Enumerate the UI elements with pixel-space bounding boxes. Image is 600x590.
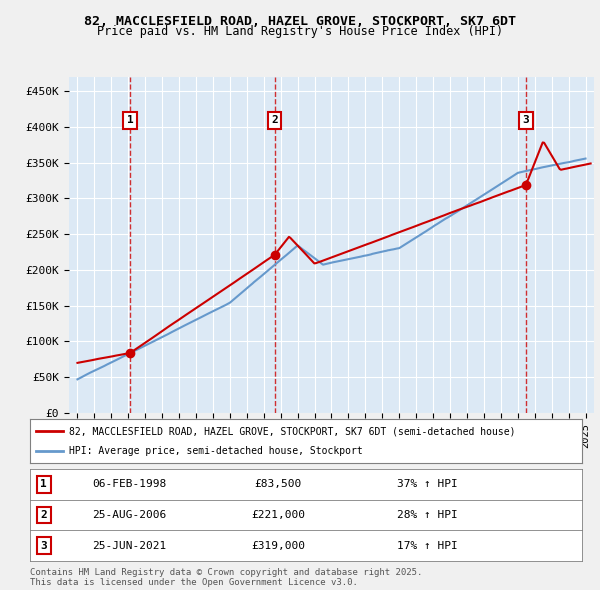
Text: Price paid vs. HM Land Registry's House Price Index (HPI): Price paid vs. HM Land Registry's House … (97, 25, 503, 38)
Text: 3: 3 (523, 116, 529, 126)
Text: 17% ↑ HPI: 17% ↑ HPI (397, 541, 458, 550)
Text: £83,500: £83,500 (255, 480, 302, 489)
Text: 25-AUG-2006: 25-AUG-2006 (92, 510, 166, 520)
Text: £319,000: £319,000 (251, 541, 305, 550)
Text: 25-JUN-2021: 25-JUN-2021 (92, 541, 166, 550)
Text: Contains HM Land Registry data © Crown copyright and database right 2025.
This d: Contains HM Land Registry data © Crown c… (30, 568, 422, 587)
Text: HPI: Average price, semi-detached house, Stockport: HPI: Average price, semi-detached house,… (68, 446, 362, 455)
Text: 2: 2 (271, 116, 278, 126)
Text: 3: 3 (40, 541, 47, 550)
Text: 82, MACCLESFIELD ROAD, HAZEL GROVE, STOCKPORT, SK7 6DT: 82, MACCLESFIELD ROAD, HAZEL GROVE, STOC… (84, 15, 516, 28)
Text: £221,000: £221,000 (251, 510, 305, 520)
Text: 82, MACCLESFIELD ROAD, HAZEL GROVE, STOCKPORT, SK7 6DT (semi-detached house): 82, MACCLESFIELD ROAD, HAZEL GROVE, STOC… (68, 427, 515, 436)
Text: 37% ↑ HPI: 37% ↑ HPI (397, 480, 458, 489)
Text: 1: 1 (40, 480, 47, 489)
Text: 28% ↑ HPI: 28% ↑ HPI (397, 510, 458, 520)
Text: 06-FEB-1998: 06-FEB-1998 (92, 480, 166, 489)
Text: 2: 2 (40, 510, 47, 520)
Text: 1: 1 (127, 116, 133, 126)
